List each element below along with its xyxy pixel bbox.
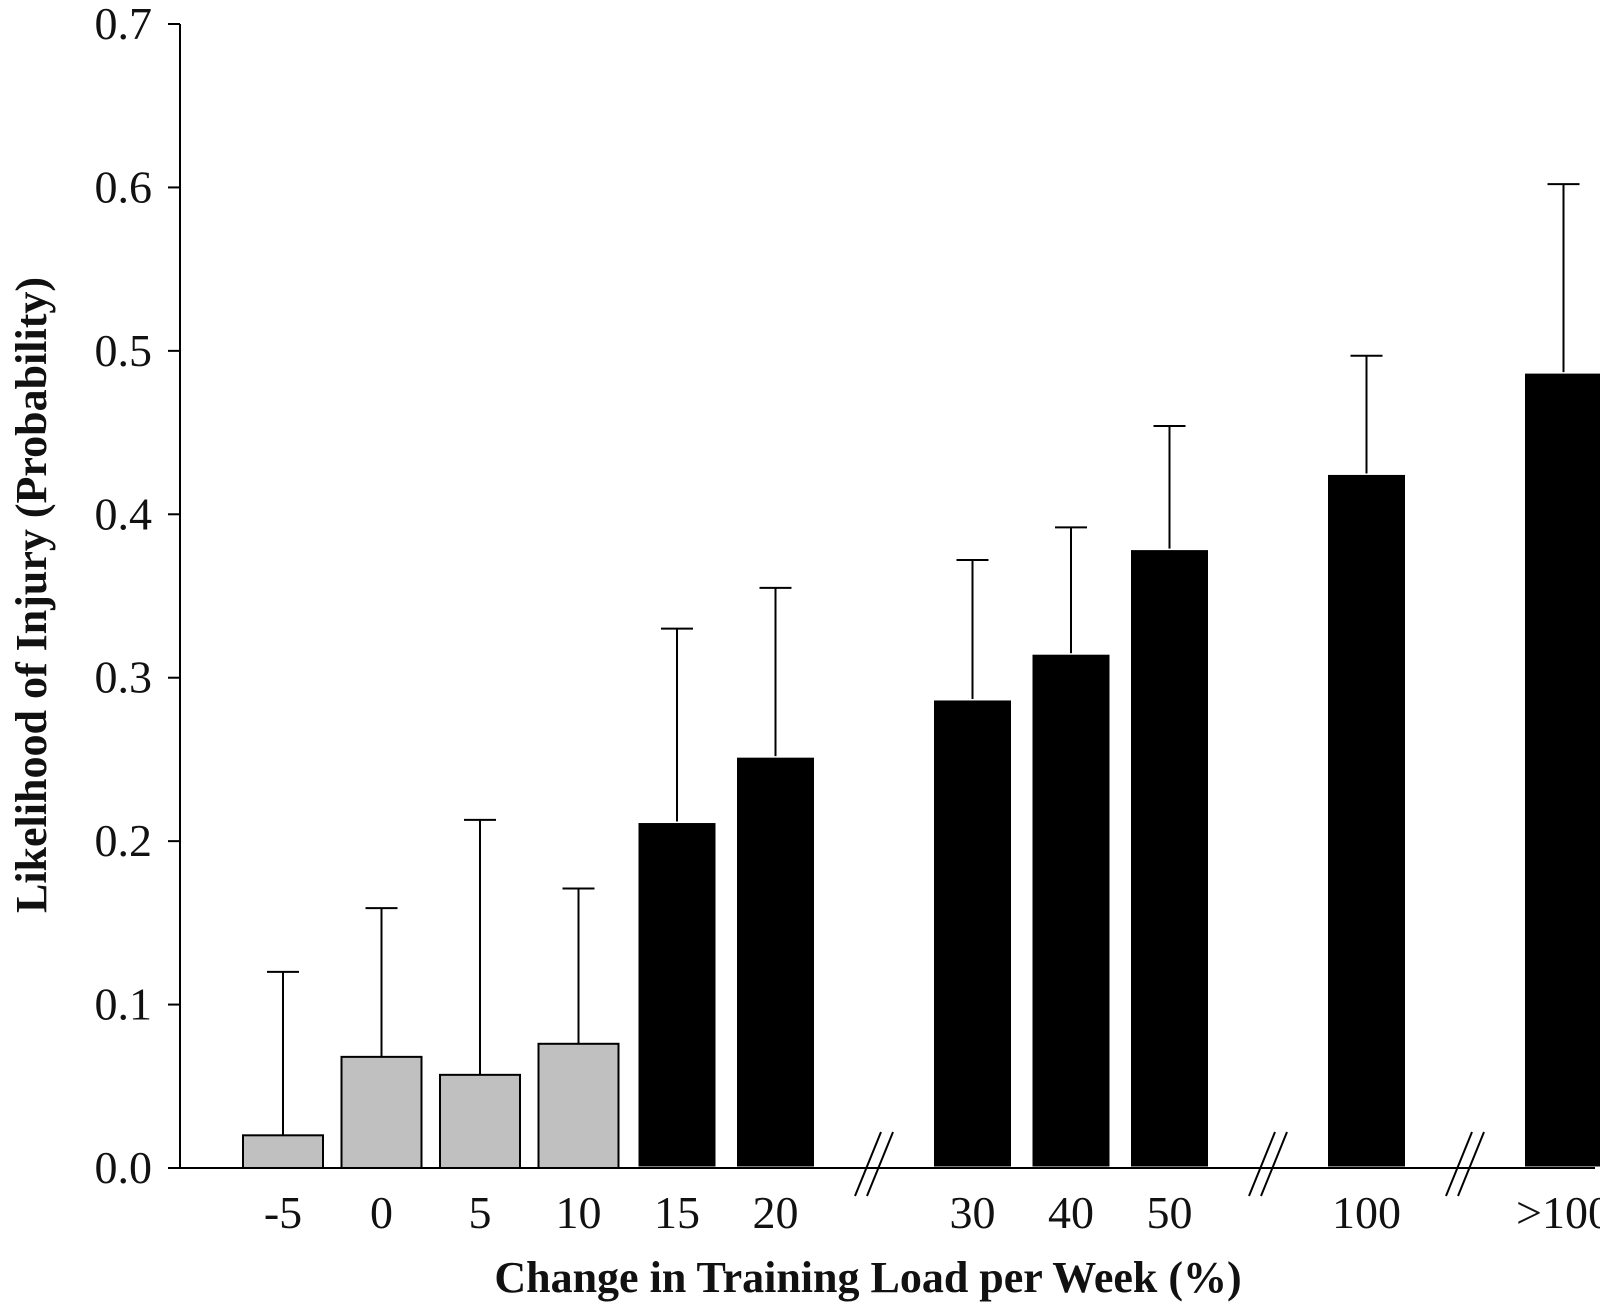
y-axis-title: Likelihood of Injury (Probability) — [7, 277, 56, 913]
x-tick-label: 50 — [1147, 1187, 1193, 1238]
x-tick-label: >100 — [1516, 1187, 1600, 1238]
y-tick-label: 0.5 — [95, 325, 153, 376]
x-tick-label: 15 — [654, 1187, 700, 1238]
y-tick-label: 0.1 — [95, 979, 153, 1030]
x-axis-title: Change in Training Load per Week (%) — [494, 1253, 1241, 1302]
bar--5 — [242, 1134, 324, 1170]
y-tick-label: 0.2 — [95, 815, 153, 866]
axes — [179, 24, 1595, 1169]
x-tick-label: 20 — [753, 1187, 799, 1238]
bar-100 — [1325, 471, 1408, 1170]
error-bars — [267, 183, 1580, 1136]
bar-0 — [340, 1055, 423, 1169]
x-axis-tick-labels: -5 0 5 10 15 20 30 40 50 100 >100 — [264, 1187, 1600, 1238]
y-tick-label: 0.7 — [95, 0, 153, 49]
x-tick-label: 30 — [950, 1187, 996, 1238]
bar-50 — [1128, 547, 1211, 1170]
axis-break-3 — [1445, 1131, 1485, 1197]
axis-break-1 — [854, 1131, 894, 1197]
x-tick-label: 0 — [370, 1187, 393, 1238]
y-tick-label: 0.6 — [95, 161, 153, 212]
y-tick-label: 0.3 — [95, 652, 153, 703]
bar-20 — [734, 754, 817, 1170]
x-tick-label: 5 — [469, 1187, 492, 1238]
x-tick-label: 100 — [1332, 1187, 1401, 1238]
bar->100 — [1522, 370, 1600, 1170]
y-tick-label: 0.0 — [95, 1142, 153, 1193]
x-tick-label: 10 — [556, 1187, 602, 1238]
bar-10 — [537, 1042, 620, 1170]
x-tick-label: 40 — [1048, 1187, 1094, 1238]
y-axis-ticks: 0.0 0.1 0.2 0.3 0.4 0.5 0.6 0.7 — [95, 0, 180, 1193]
x-tick-label: -5 — [264, 1187, 302, 1238]
bar-15 — [635, 820, 719, 1170]
y-tick-label: 0.4 — [95, 488, 153, 539]
bar-5 — [439, 1073, 521, 1169]
axis-breaks — [854, 1131, 1485, 1197]
bar-30 — [931, 697, 1014, 1170]
bar-40 — [1029, 651, 1113, 1170]
bars — [242, 370, 1600, 1170]
axis-break-2 — [1248, 1131, 1288, 1197]
